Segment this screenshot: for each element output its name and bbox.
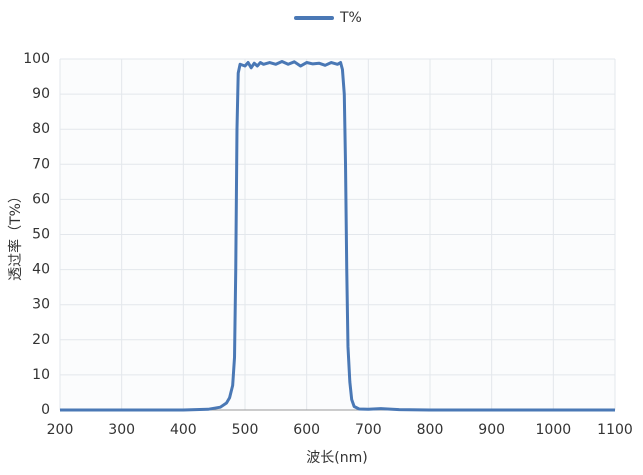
x-tick-label: 700 <box>355 422 382 438</box>
x-tick-label: 500 <box>232 422 259 438</box>
x-tick-label: 600 <box>293 422 320 438</box>
y-tick-label: 100 <box>23 51 50 67</box>
y-tick-label: 90 <box>32 86 50 102</box>
y-tick-label: 80 <box>32 121 50 137</box>
legend-label: T% <box>339 10 362 26</box>
y-axis-title: 透过率（T%） <box>7 189 24 281</box>
y-tick-label: 0 <box>41 402 50 418</box>
x-tick-label: 900 <box>478 422 505 438</box>
y-tick-label: 50 <box>32 227 50 243</box>
y-tick-label: 70 <box>32 156 50 172</box>
y-tick-label: 40 <box>32 262 50 278</box>
x-tick-label: 1100 <box>597 422 633 438</box>
x-tick-label: 300 <box>108 422 135 438</box>
x-tick-label: 1000 <box>536 422 572 438</box>
x-axis-title: 波长(nm) <box>306 450 367 466</box>
x-tick-label: 200 <box>47 422 74 438</box>
y-tick-label: 10 <box>32 367 50 383</box>
y-tick-label: 20 <box>32 332 50 348</box>
y-tick-label: 60 <box>32 191 50 207</box>
x-tick-label: 400 <box>170 422 197 438</box>
x-tick-label: 800 <box>417 422 444 438</box>
y-tick-label: 30 <box>32 297 50 313</box>
data-line <box>60 59 615 412</box>
